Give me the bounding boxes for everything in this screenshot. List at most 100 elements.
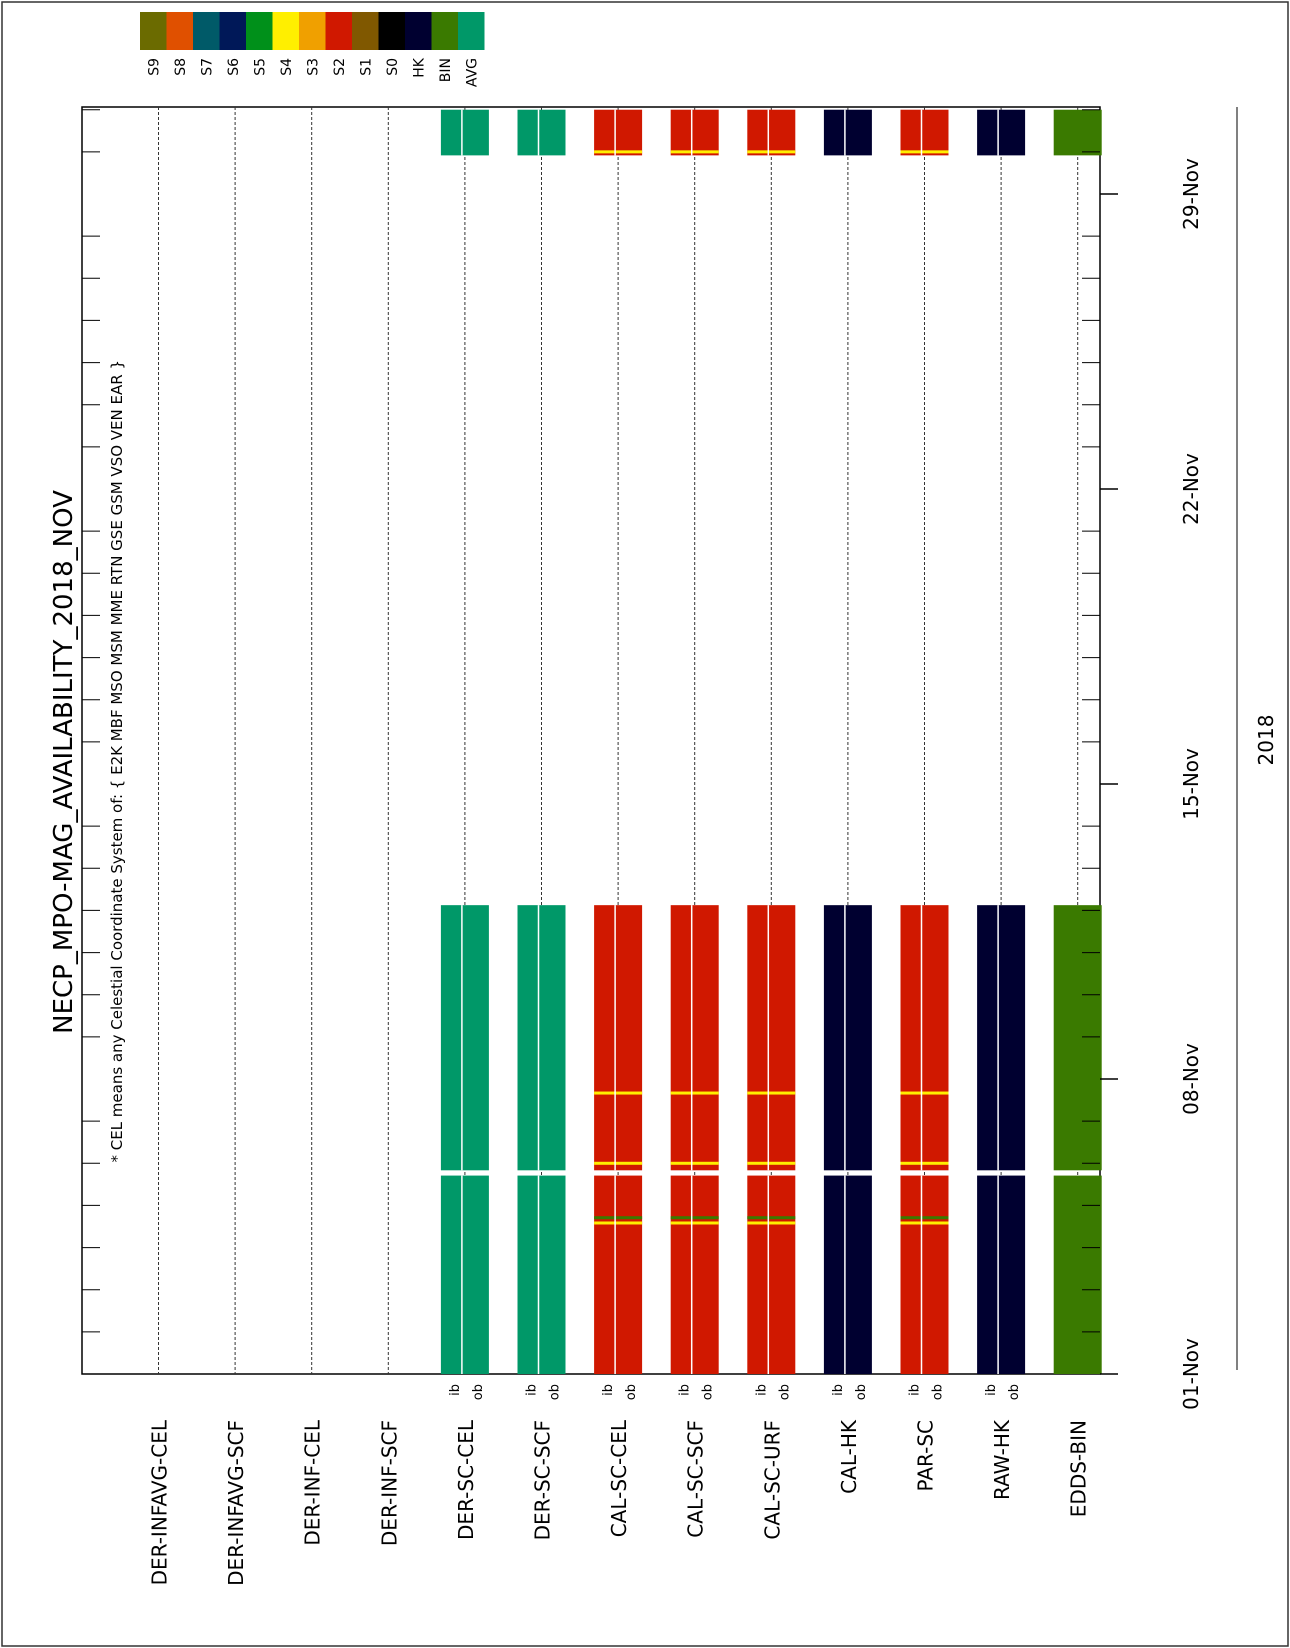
data-bar-raw-hk-2 [977,905,1026,1171]
ib-label-cal-sc-scf: ib [678,1384,693,1396]
legend-swatch-s9 [140,12,167,50]
ib-label-raw-hk: ib [984,1384,999,1396]
legend-swatch-s5 [246,12,273,50]
data-stripe-cal-sc-cel-1 [594,1221,643,1225]
data-stripe-par-sc-5 [900,150,949,154]
legend-swatch-s7 [193,12,220,50]
legend-swatch-bin [431,12,458,50]
data-stripe-cal-sc-scf-1 [670,1221,719,1225]
data-stripe-cal-sc-urf-1 [747,1221,796,1225]
legend-swatch-avg [458,12,485,50]
year-label: 2018 [1254,715,1278,766]
row-label-raw-hk: RAW-HK [990,1419,1014,1500]
data-bar-cal-hk-2 [823,905,872,1171]
legend-swatch-s4 [272,12,299,50]
tick-label-15-nov: 15-Nov [1179,748,1203,820]
legend-label-s4: S4 [279,58,295,76]
data-stripe-par-sc-1 [900,1221,949,1225]
data-bar-der-sc-scf-3 [517,109,566,156]
row-label-par-sc: PAR-SC [914,1420,938,1491]
ob-label-cal-sc-urf: ob [777,1384,792,1400]
legend: S9 S8 S7 S6 S5 S4 S3 S2 S1 S0 HK BIN AVG [140,12,485,87]
data-bar-cal-sc-scf-3 [670,109,719,156]
row-label-der-infavg-scf: DER-INFAVG-SCF [224,1420,248,1586]
row-label-der-sc-scf: DER-SC-SCF [531,1420,555,1540]
data-bar-par-sc-3 [900,109,949,156]
data-bar-cal-sc-urf-2 [747,905,796,1171]
legend-label-s1: S1 [358,58,374,76]
ob-label-cal-sc-cel: ob [624,1384,639,1400]
ob-label-par-sc: ob [931,1384,946,1400]
data-stripe-cal-sc-cel-2 [594,1216,643,1220]
legend-label-hk: HK [411,57,427,78]
plot-frame [81,106,1101,1375]
data-bar-cal-sc-cel-1 [594,1175,643,1374]
data-stripe-par-sc-2 [900,1216,949,1220]
chart-title: NECP_MPO-MAG_AVAILABILITY_2018_NOV [49,490,79,1034]
data-stripe-cal-sc-urf-3 [747,1161,796,1165]
legend-label-s8: S8 [173,58,189,76]
ib-label-cal-hk: ib [831,1384,846,1396]
data-stripe-cal-sc-scf-5 [670,150,719,154]
legend-swatch-s2 [325,12,352,50]
data-bar-raw-hk-1 [977,1175,1026,1374]
legend-swatch-s1 [352,12,379,50]
tick-label-08-nov: 08-Nov [1179,1043,1203,1115]
data-stripe-par-sc-3 [900,1161,949,1165]
data-stripe-cal-sc-scf-4 [670,1091,719,1095]
row-label-edds-bin: EDDS-BIN [1067,1420,1091,1517]
row-label-cal-hk: CAL-HK [837,1419,861,1494]
data-bar-der-sc-scf-2 [517,905,566,1171]
legend-label-s3: S3 [305,58,321,76]
row-label-der-inf-scf: DER-INF-SCF [377,1420,401,1546]
legend-label-bin: BIN [438,58,454,82]
data-stripe-cal-sc-urf-4 [747,1091,796,1095]
legend-label-avg: AVG [464,58,480,87]
data-bar-der-sc-cel-2 [440,905,489,1171]
legend-label-s2: S2 [332,58,348,76]
ob-label-raw-hk: ob [1007,1384,1022,1400]
data-stripe-cal-sc-urf-2 [747,1216,796,1220]
data-bar-edds-bin-1 [1053,1175,1102,1374]
ob-label-cal-sc-scf: ob [701,1384,716,1400]
data-bar-der-sc-scf-1 [517,1175,566,1374]
data-stripe-cal-sc-scf-3 [670,1161,719,1165]
ob-label-cal-hk: ob [854,1384,869,1400]
ob-label-der-sc-scf: ob [548,1384,563,1400]
ib-label-der-sc-cel: ib [448,1384,463,1396]
row-label-cal-sc-urf: CAL-SC-URF [760,1420,784,1540]
data-bar-cal-sc-urf-3 [747,109,796,156]
data-stripe-cal-sc-cel-4 [594,1091,643,1095]
data-bar-par-sc-2 [900,905,949,1171]
legend-swatch-s8 [166,12,193,50]
data-stripe-par-sc-4 [900,1091,949,1095]
data-stripe-cal-sc-scf-2 [670,1216,719,1220]
time-axis: 01-Nov 08-Nov 15-Nov 22-Nov 29-Nov [82,107,1238,1410]
coordinate-system-note: * CEL means any Celestial Coordinate Sys… [108,360,126,1163]
legend-label-s0: S0 [385,58,401,76]
data-bar-cal-hk-3 [823,109,872,156]
data-bar-der-sc-cel-1 [440,1175,489,1374]
row-label-der-inf-cel: DER-INF-CEL [301,1419,325,1546]
data-bar-par-sc-1 [900,1175,949,1374]
row-label-cal-sc-scf: CAL-SC-SCF [684,1420,708,1538]
data-bar-cal-sc-scf-1 [670,1175,719,1374]
data-rows: DER-INFAVG-CEL DER-INFAVG-SCF DER-INF-CEL D… [148,107,1102,1586]
legend-swatch-s6 [219,12,246,50]
ib-label-cal-sc-cel: ib [601,1384,616,1396]
ib-label-der-sc-scf: ib [525,1384,540,1396]
row-label-cal-sc-cel: CAL-SC-CEL [607,1419,631,1537]
row-label-der-sc-cel: DER-SC-CEL [454,1419,478,1540]
data-bar-raw-hk-3 [977,109,1026,156]
ob-label-der-sc-cel: ob [471,1384,486,1400]
legend-label-s7: S7 [199,58,215,76]
data-stripe-cal-sc-cel-3 [594,1161,643,1165]
legend-swatch-hk [405,12,432,50]
data-bar-cal-sc-cel-2 [594,905,643,1171]
ib-label-cal-sc-urf: ib [754,1384,769,1396]
data-stripe-cal-sc-cel-5 [594,150,643,154]
legend-label-s5: S5 [252,58,268,76]
tick-label-29-nov: 29-Nov [1179,158,1203,230]
